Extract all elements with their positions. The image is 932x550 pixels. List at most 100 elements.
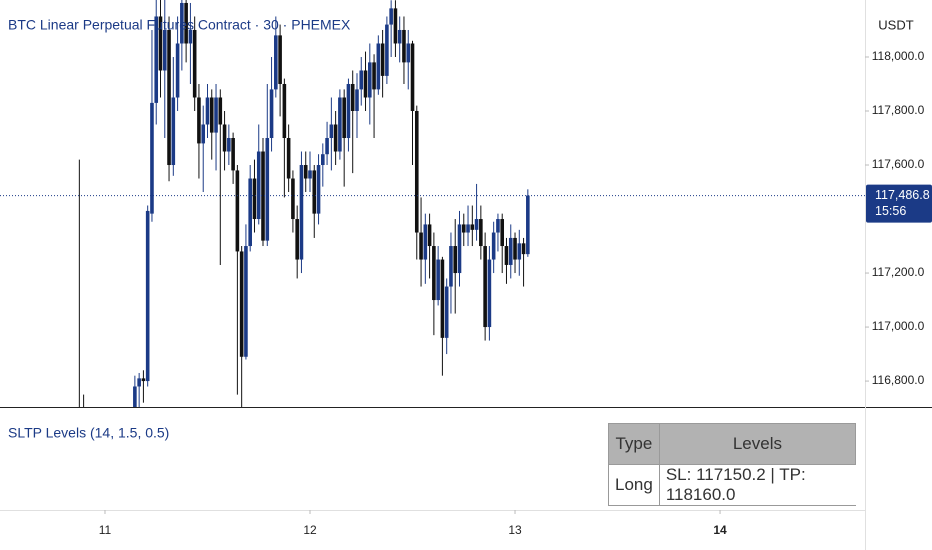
- candle-body: [269, 89, 274, 139]
- candle-body: [214, 97, 218, 133]
- candle-body: [517, 243, 522, 260]
- candle-body: [376, 43, 381, 90]
- candle-body: [338, 97, 342, 152]
- candle-body: [167, 29, 171, 166]
- candle-body: [103, 457, 107, 476]
- candle-body: [188, 29, 193, 44]
- candle-body: [342, 97, 346, 139]
- candle-body: [440, 259, 445, 338]
- candle-body: [99, 440, 103, 456]
- candle-body: [150, 102, 154, 214]
- last-price-box: [866, 184, 932, 223]
- candle-body: [427, 224, 432, 247]
- candle-body: [368, 62, 372, 98]
- candle-body: [500, 219, 505, 247]
- candle-body: [235, 170, 240, 252]
- candle-body: [299, 165, 304, 260]
- candle-body: [175, 43, 180, 98]
- candle-body: [397, 29, 402, 44]
- table-header: Type: [608, 423, 660, 465]
- candle-body: [145, 210, 150, 382]
- candle-body: [171, 97, 176, 166]
- candle-body: [205, 97, 210, 125]
- candle-body: [154, 16, 159, 103]
- candle-body: [227, 138, 231, 152]
- candle-body: [197, 97, 201, 144]
- candle-body: [261, 151, 265, 241]
- candle-body: [372, 62, 376, 90]
- candle-body: [410, 43, 415, 111]
- candle-body: [218, 97, 223, 125]
- candle-body: [231, 138, 235, 171]
- candle-body: [248, 178, 252, 247]
- y-tick-label: 117,600.0: [872, 157, 925, 171]
- candle-body: [363, 70, 368, 98]
- candle-body: [95, 440, 99, 462]
- candle-body: [402, 29, 406, 63]
- candle-body: [239, 251, 244, 357]
- candle-body: [393, 8, 398, 44]
- table-header: Levels: [658, 423, 857, 465]
- candle-body: [432, 246, 436, 301]
- candle-body: [107, 462, 111, 476]
- candle-body: [133, 386, 137, 407]
- candle-body: [180, 2, 184, 44]
- candle-body: [278, 35, 282, 84]
- candle-body: [333, 124, 338, 152]
- candle-body: [329, 124, 334, 139]
- countdown: 15:56: [875, 204, 906, 218]
- candle-body: [483, 246, 487, 328]
- chart-title: BTC Linear Perpetual Futures Contract · …: [8, 17, 351, 33]
- candle-body: [449, 246, 453, 287]
- candle-body: [184, 2, 188, 44]
- candle-body: [474, 219, 479, 230]
- candle-body: [312, 170, 317, 214]
- y-tick-label: 116,800.0: [872, 373, 925, 387]
- candle-body: [380, 43, 385, 76]
- candle-body: [504, 246, 509, 265]
- candle-body: [521, 243, 526, 255]
- candle-body: [252, 178, 257, 220]
- candle-body: [461, 224, 466, 233]
- candle-body: [355, 89, 359, 111]
- candle-body: [453, 246, 458, 274]
- candle-body: [487, 259, 492, 328]
- candle-body: [316, 165, 321, 214]
- candle-body: [385, 24, 389, 76]
- table-cell: SL: 117150.2 | TP: 118160.0: [658, 464, 856, 506]
- candle-body: [513, 237, 517, 260]
- candle-body: [470, 224, 475, 230]
- x-tick-label: 11: [99, 523, 112, 537]
- last-price-label: 117,486.8: [875, 188, 930, 202]
- table-cell: Long: [608, 464, 660, 506]
- candle-body: [406, 43, 411, 63]
- candle-body: [466, 224, 470, 233]
- candle-body: [496, 219, 500, 233]
- candle-body: [137, 378, 141, 387]
- candle-body: [479, 219, 483, 247]
- y-tick-label: 117,800.0: [872, 103, 925, 117]
- candle-body: [291, 178, 295, 220]
- candle-body: [265, 138, 270, 241]
- candle-body: [508, 237, 513, 265]
- candle-body: [325, 138, 329, 155]
- candle-body: [201, 124, 206, 144]
- y-tick-label: 117,000.0: [872, 319, 925, 333]
- candle-body: [158, 16, 163, 71]
- x-tick-label: 14: [713, 523, 727, 537]
- candle-body: [346, 83, 351, 139]
- candle-body: [436, 259, 440, 301]
- candle-body: [286, 138, 291, 179]
- candle-body: [162, 29, 167, 71]
- levels-table: Type Levels Long SL: 117150.2 | TP: 118160…: [608, 423, 857, 506]
- y-tick-label: 118,000.0: [872, 49, 925, 63]
- candle-body: [350, 83, 355, 111]
- price-unit[interactable]: USDT: [878, 17, 913, 32]
- candle-body: [321, 154, 325, 166]
- candle-body: [389, 8, 393, 25]
- candle-body: [308, 170, 312, 179]
- candle-body: [444, 286, 449, 338]
- candle-body: [526, 195, 530, 255]
